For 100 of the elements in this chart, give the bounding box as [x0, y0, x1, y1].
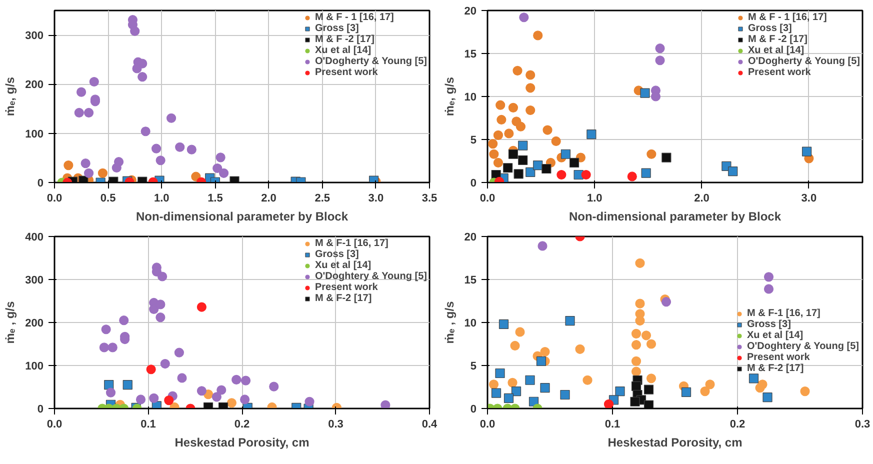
point [177, 373, 187, 383]
point [515, 327, 525, 337]
point [304, 396, 314, 406]
point [646, 374, 656, 384]
point [216, 385, 226, 395]
y-tick-label: 0 [470, 178, 477, 190]
point [112, 162, 122, 173]
y-tick-label: 0 [37, 178, 44, 190]
point [631, 328, 642, 338]
point [644, 400, 654, 408]
point [496, 100, 506, 110]
point [681, 387, 692, 397]
point [508, 378, 518, 388]
point [101, 324, 111, 334]
legend-label: Xu et al [14] [314, 45, 372, 56]
y-tick-label: 15 [464, 274, 477, 286]
point [635, 258, 645, 268]
x-tick-label: 0.0 [46, 418, 62, 430]
point [136, 394, 146, 404]
point [800, 386, 810, 396]
point [538, 241, 548, 251]
x-tick-label: 0.3 [328, 418, 344, 430]
legend-label: M & F-2 [17] [314, 293, 372, 304]
point [581, 170, 591, 180]
y-axis-title: ṁₑ , g/s [3, 300, 18, 344]
legend-label: O'Dogherty & Young [5] [314, 56, 427, 67]
point [503, 163, 513, 173]
x-tick-label: 0.0 [46, 192, 62, 204]
x-tick-label: 0.5 [100, 192, 116, 204]
point [218, 168, 229, 178]
point [196, 386, 206, 396]
point [498, 319, 509, 330]
point [84, 168, 94, 178]
legend-label: Present work [748, 67, 811, 78]
point [627, 172, 637, 182]
point [138, 72, 148, 82]
point [493, 130, 504, 140]
point [156, 156, 166, 166]
legend-label: Present work [747, 352, 810, 363]
point [631, 366, 642, 376]
x-tick-label: 0.2 [234, 418, 250, 430]
point [511, 386, 522, 396]
legend-label: Xu et al [14] [314, 260, 372, 271]
x-tick-label: 2.0 [261, 192, 276, 204]
point [514, 169, 524, 179]
point [518, 155, 528, 165]
x-axis-title: Non-dimensional parameter by Block [568, 210, 782, 224]
point [646, 339, 656, 349]
point [641, 168, 651, 178]
legend-label: Present work [314, 282, 378, 293]
x-tick-label: 2.5 [314, 192, 330, 204]
y-tick-label: 0 [37, 404, 44, 416]
y-tick-label: 15 [464, 48, 477, 60]
legend-label: M & F - 1 [16, 17] [748, 12, 827, 23]
point [560, 149, 571, 159]
y-tick-label: 200 [25, 318, 44, 330]
point [556, 170, 566, 180]
point [175, 142, 185, 152]
legend-label: Gross [3] [748, 23, 792, 34]
point [122, 380, 132, 390]
point [164, 396, 174, 406]
point [156, 312, 166, 322]
x-tick-label: 3.0 [801, 192, 817, 204]
point [661, 297, 672, 307]
x-tick-label: 3.0 [368, 192, 384, 204]
point [764, 272, 774, 282]
point [491, 388, 502, 398]
point [542, 125, 552, 135]
point [496, 114, 506, 125]
point [700, 386, 710, 396]
point [76, 87, 86, 97]
x-axis-title: Heskestad Porosity, cm [608, 436, 742, 450]
point [705, 380, 715, 390]
point [74, 108, 84, 118]
point [196, 302, 206, 312]
point [631, 356, 642, 366]
legend-label: O'Doghtery & Young [5] [314, 271, 427, 282]
point [380, 400, 390, 408]
x-tick-label: 1.0 [586, 192, 602, 204]
point [240, 394, 250, 404]
x-tick-label: 2.0 [694, 192, 710, 204]
point [98, 168, 108, 178]
point [488, 380, 499, 390]
point [646, 149, 656, 159]
point [764, 284, 774, 294]
point [526, 105, 536, 116]
y-axis-title: ṁₑ , g/s [442, 300, 456, 344]
point [149, 304, 159, 314]
point [655, 56, 665, 66]
point [635, 298, 645, 308]
point [489, 149, 499, 159]
y-tick-label: 100 [25, 360, 44, 372]
x-axis-title: Non-dimensional parameter by Block [136, 210, 348, 224]
legend-label: M & F-2 [17] [747, 363, 804, 374]
point [526, 83, 536, 93]
point [493, 158, 504, 168]
legend-label: Gross [3] [314, 249, 359, 260]
y-tick-label: 20 [464, 232, 477, 244]
point [569, 158, 580, 168]
point [104, 380, 114, 390]
